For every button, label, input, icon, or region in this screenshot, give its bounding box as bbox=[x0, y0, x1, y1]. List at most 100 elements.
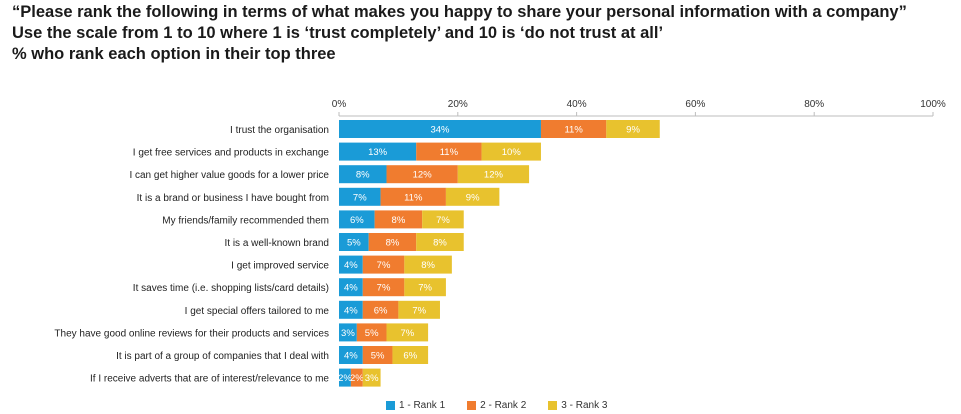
data-label-rank1: 4% bbox=[344, 260, 358, 271]
bar-rank3 bbox=[606, 120, 660, 138]
data-label-rank3: 3% bbox=[365, 373, 379, 384]
bar-rank2 bbox=[362, 278, 405, 297]
data-label-rank1: 34% bbox=[430, 125, 450, 136]
category-label: I get improved service bbox=[231, 261, 329, 272]
bar-rank2 bbox=[362, 300, 399, 319]
data-label-rank2: 8% bbox=[386, 238, 400, 249]
data-label-rank2: 5% bbox=[371, 351, 385, 362]
data-label-rank2: 11% bbox=[564, 125, 583, 136]
data-label-rank3: 7% bbox=[412, 305, 426, 316]
data-label-rank3: 8% bbox=[421, 260, 435, 271]
x-tick-label-60: 60% bbox=[685, 99, 705, 110]
category-label: I can get higher value goods for a lower… bbox=[129, 170, 329, 181]
legend-label-rank1: 1 - Rank 1 bbox=[399, 399, 446, 411]
category-label: It is a well-known brand bbox=[225, 238, 330, 249]
legend-swatch-rank1 bbox=[386, 400, 395, 410]
bar-rank1 bbox=[339, 300, 363, 319]
bar-rank2 bbox=[362, 255, 405, 274]
bar-rank3 bbox=[404, 278, 446, 297]
bar-rank2 bbox=[374, 210, 423, 229]
data-label-rank1: 2% bbox=[338, 373, 352, 384]
legend-label-rank3: 3 - Rank 3 bbox=[561, 399, 608, 411]
data-label-rank3: 7% bbox=[400, 328, 414, 339]
data-label-rank1: 4% bbox=[344, 351, 358, 362]
bar-rank1 bbox=[339, 210, 375, 229]
legend-item-rank1: 1 - Rank 1 bbox=[386, 400, 445, 411]
bar-rank1 bbox=[339, 278, 363, 297]
category-label: It is a brand or business I have bought … bbox=[137, 193, 329, 204]
bar-rank3 bbox=[445, 187, 500, 206]
data-label-rank3: 7% bbox=[436, 215, 450, 226]
legend-swatch-rank3 bbox=[548, 400, 558, 410]
bar-rank3 bbox=[404, 255, 452, 274]
legend-item-rank3: 3 - Rank 3 bbox=[548, 400, 607, 411]
category-label: If I receive adverts that are of interes… bbox=[90, 374, 329, 385]
x-tick-label-100: 100% bbox=[920, 99, 946, 110]
bar-rank1 bbox=[339, 346, 363, 364]
bar-rank1 bbox=[339, 255, 363, 274]
data-label-rank2: 6% bbox=[374, 305, 388, 316]
data-label-rank2: 2% bbox=[350, 373, 364, 384]
x-tick-label-0: 0% bbox=[332, 99, 347, 110]
data-label-rank2: 11% bbox=[404, 192, 423, 203]
data-label-rank3: 8% bbox=[433, 238, 447, 249]
bar-rank1 bbox=[339, 233, 369, 251]
title-line-2: Use the scale from 1 to 10 where 1 is ‘t… bbox=[12, 24, 664, 42]
data-label-rank3: 12% bbox=[484, 170, 504, 181]
chart-legend: 1 - Rank 1 2 - Rank 2 3 - Rank 3 bbox=[386, 398, 607, 412]
data-label-rank2: 8% bbox=[392, 215, 406, 226]
data-label-rank3: 9% bbox=[626, 125, 640, 136]
category-label: They have good online reviews for their … bbox=[54, 328, 329, 339]
category-label: It is part of a group of companies that … bbox=[116, 351, 329, 362]
category-label: It saves time (i.e. shopping lists/card … bbox=[133, 283, 329, 294]
data-label-rank2: 11% bbox=[440, 147, 459, 158]
bar-rank1 bbox=[339, 187, 381, 206]
legend-swatch-rank2 bbox=[467, 400, 477, 410]
category-label: My friends/family recommended them bbox=[162, 215, 329, 226]
category-label: I trust the organisation bbox=[230, 125, 329, 136]
x-tick-label-20: 20% bbox=[448, 99, 468, 110]
bar-rank1 bbox=[339, 142, 417, 161]
category-label: I get free services and products in exch… bbox=[133, 148, 330, 159]
data-label-rank2: 7% bbox=[377, 260, 391, 271]
data-label-rank3: 7% bbox=[418, 283, 432, 294]
bar-rank2 bbox=[362, 346, 393, 364]
data-label-rank1: 7% bbox=[353, 192, 367, 203]
bar-rank3 bbox=[422, 210, 464, 229]
bar-rank1 bbox=[339, 368, 351, 387]
data-label-rank3: 6% bbox=[403, 351, 417, 362]
data-label-rank1: 4% bbox=[344, 305, 358, 316]
bar-rank3 bbox=[481, 142, 541, 161]
chart-title: “Please rank the following in terms of w… bbox=[12, 2, 952, 65]
data-label-rank3: 9% bbox=[466, 192, 480, 203]
bar-rank2 bbox=[356, 323, 387, 342]
bar-rank3 bbox=[386, 323, 429, 342]
data-label-rank1: 3% bbox=[341, 328, 355, 339]
data-label-rank2: 12% bbox=[413, 170, 433, 181]
bar-rank1 bbox=[339, 120, 541, 138]
bar-rank3 bbox=[398, 300, 440, 319]
bar-rank3 bbox=[392, 346, 429, 364]
bar-rank2 bbox=[380, 187, 446, 206]
data-label-rank3: 10% bbox=[502, 147, 522, 158]
legend-item-rank2: 2 - Rank 2 bbox=[467, 400, 526, 411]
data-label-rank1: 13% bbox=[368, 147, 388, 158]
bar-rank1 bbox=[339, 323, 357, 342]
title-line-3: % who rank each option in their top thre… bbox=[12, 45, 336, 63]
data-label-rank2: 5% bbox=[365, 328, 379, 339]
bar-rank3 bbox=[457, 165, 530, 184]
bar-rank2 bbox=[350, 368, 363, 387]
bar-rank3 bbox=[362, 368, 381, 387]
data-label-rank1: 6% bbox=[350, 215, 364, 226]
x-tick-label-40: 40% bbox=[567, 99, 587, 110]
bar-rank2 bbox=[540, 120, 607, 138]
bar-rank3 bbox=[416, 233, 464, 251]
data-label-rank2: 7% bbox=[377, 283, 391, 294]
data-label-rank1: 4% bbox=[344, 283, 358, 294]
title-line-1: “Please rank the following in terms of w… bbox=[12, 3, 907, 21]
data-label-rank1: 8% bbox=[356, 170, 370, 181]
data-label-rank1: 5% bbox=[347, 238, 361, 249]
category-label: I get special offers tailored to me bbox=[185, 306, 330, 317]
bar-rank1 bbox=[339, 165, 387, 184]
